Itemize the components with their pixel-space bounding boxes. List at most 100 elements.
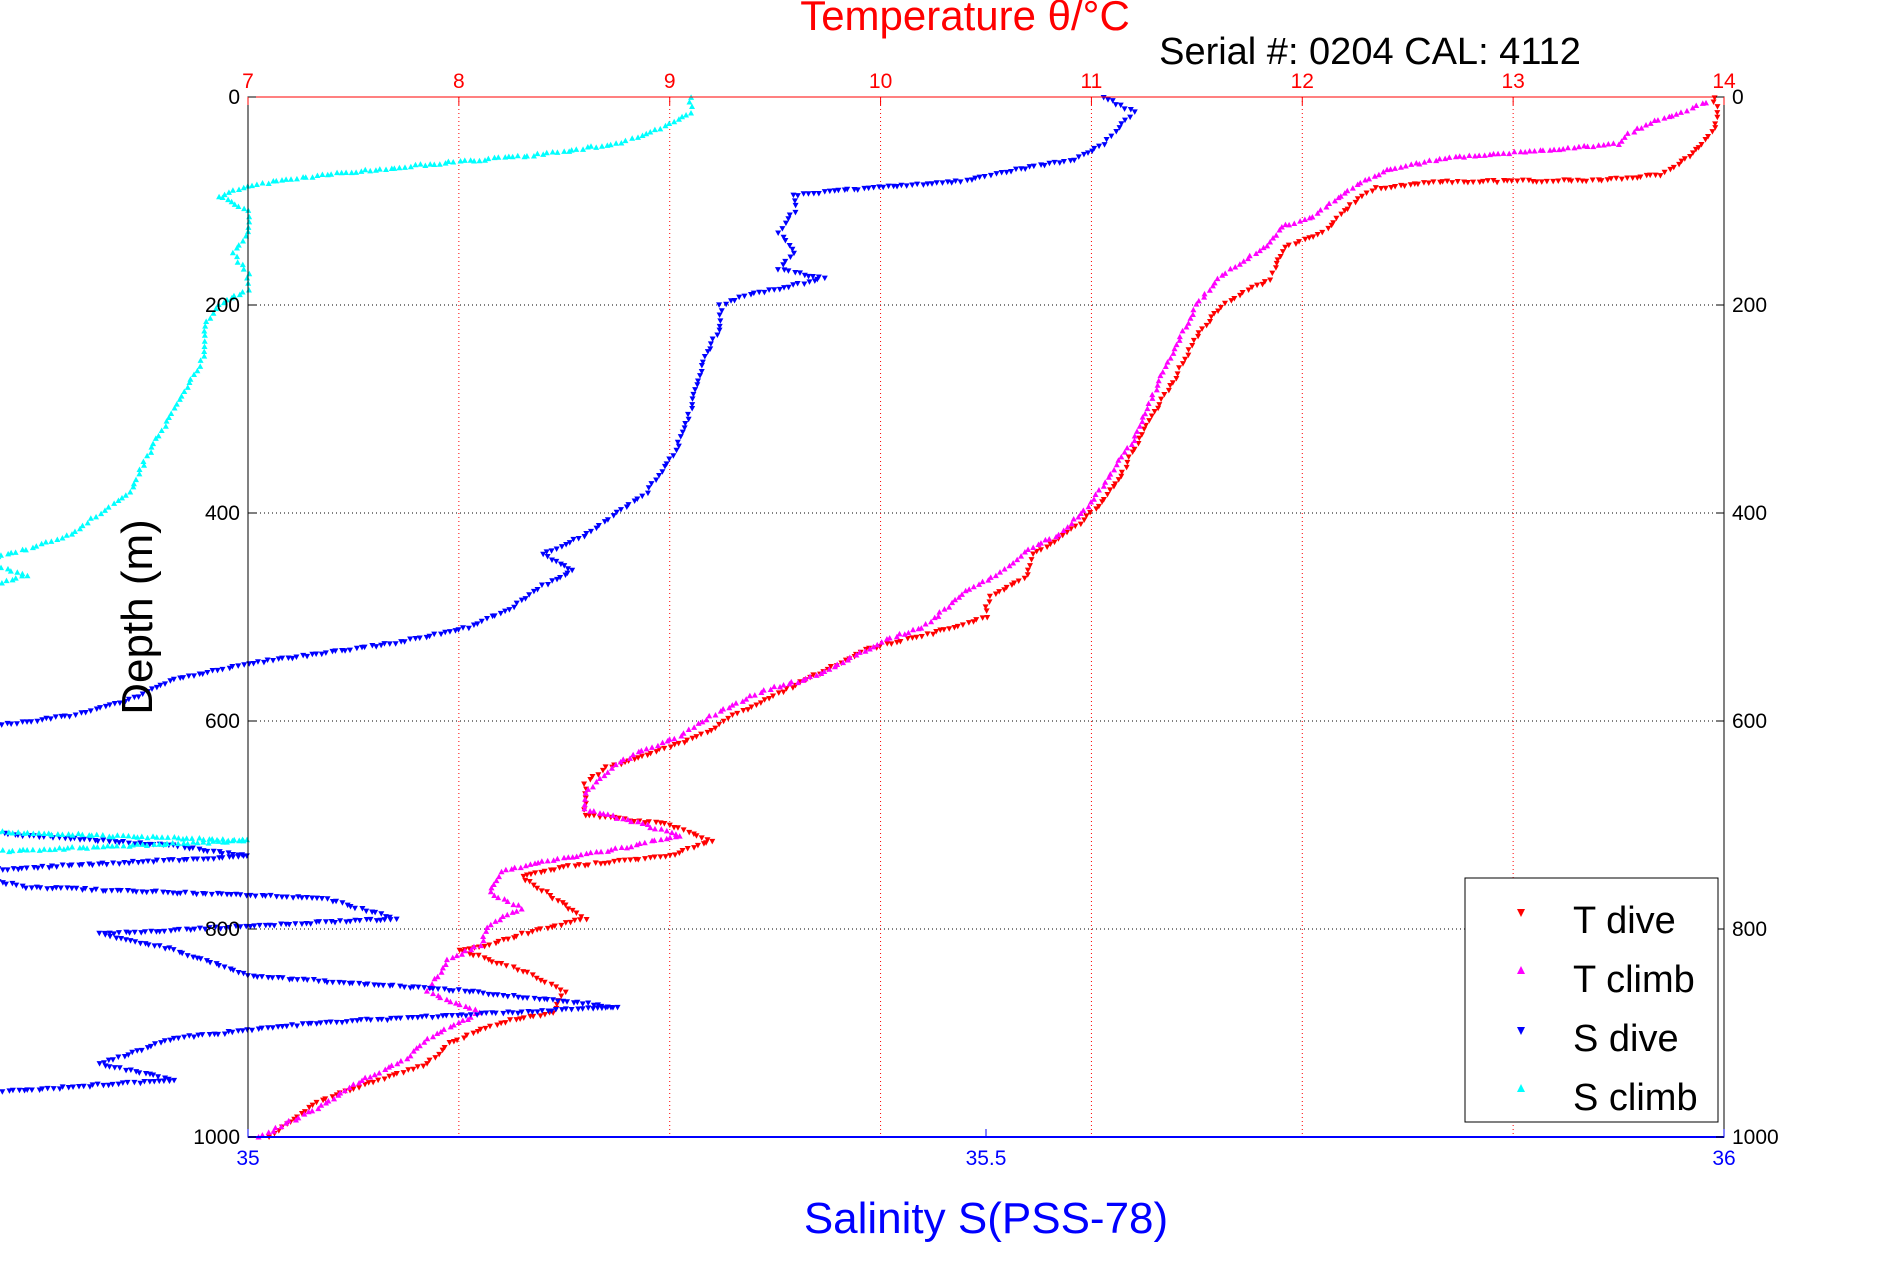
data-point-s-dive [235,854,242,860]
data-point-t-climb [1291,220,1298,227]
data-point-s-dive [634,496,641,502]
data-point-s-dive [219,666,226,673]
legend-marker-s-climb [1517,1084,1525,1092]
data-point-s-dive [309,651,316,658]
data-point-s-climb [431,161,438,167]
data-point-s-dive [172,927,179,933]
data-point-t-climb [663,835,670,842]
data-point-s-dive [278,894,285,900]
data-point-s-dive [31,864,38,871]
data-point-s-dive [157,682,164,689]
data-point-t-dive [965,620,972,626]
data-point-t-climb [502,866,509,873]
data-point-s-dive [372,909,379,916]
data-point-s-dive [327,1019,334,1026]
depth-tick-label-right: 1000 [1732,1126,1779,1149]
data-point-t-dive [533,975,540,982]
data-point-t-dive [558,993,565,999]
data-point-t-climb [582,796,589,802]
data-point-s-dive [210,856,217,862]
data-point-s-dive [262,922,269,929]
data-point-s-dive [775,230,782,236]
data-point-s-dive [511,604,518,611]
data-point-s-dive [414,1015,421,1021]
data-point-t-climb [309,1107,316,1114]
legend: T dive T climb S dive S climb [1464,877,1719,1123]
data-point-t-dive [704,729,711,736]
data-point-s-dive [558,544,565,550]
data-point-t-dive [1173,376,1180,382]
data-point-t-dive [529,972,536,978]
data-point-t-dive [301,1109,308,1115]
data-point-s-dive [96,861,103,867]
data-point-s-dive [929,181,936,187]
data-point-t-dive [567,919,574,926]
data-point-s-dive [423,634,430,641]
data-point-t-climb [1085,503,1092,510]
data-point-s-dive [56,1086,63,1092]
data-point-s-dive [981,174,988,180]
data-point-t-dive [1461,179,1468,186]
data-point-s-dive [890,183,897,190]
data-point-s-dive [264,657,271,664]
data-point-s-dive [164,890,171,896]
data-point-s-climb [60,846,67,852]
data-point-s-climb [19,546,26,553]
data-point-s-dive [2,881,9,888]
data-point-s-dive [70,1084,77,1091]
data-point-t-dive [627,857,634,863]
data-point-s-climb [100,843,107,850]
data-point-s-dive [266,922,273,929]
data-point-t-climb [678,732,685,739]
data-point-t-dive [420,1063,427,1070]
data-point-t-dive [439,1047,446,1054]
data-point-t-climb [758,689,765,696]
data-point-s-dive [933,180,940,186]
data-point-t-climb [527,861,534,867]
data-point-s-climb [169,839,176,846]
data-point-s-dive [785,268,792,274]
data-point-t-dive [1279,249,1286,255]
data-point-t-climb [1349,185,1356,191]
data-point-t-climb [1070,515,1077,522]
data-point-t-climb [1661,115,1668,121]
data-point-s-dive [429,1015,436,1021]
data-point-t-climb [492,918,499,924]
data-point-s-climb [130,483,137,490]
legend-entry-s-climb: S climb [1517,1077,1698,1119]
data-point-s-dive [699,359,706,366]
data-point-s-dive [175,1035,182,1042]
data-point-s-dive [107,933,114,940]
data-point-s-climb [7,568,14,574]
data-point-t-dive [514,967,521,973]
data-point-s-dive [131,694,138,701]
data-point-t-dive [1514,178,1521,185]
data-point-s-dive [976,174,983,181]
data-point-s-dive [593,525,600,532]
data-point-t-dive [544,925,551,932]
data-point-s-dive [500,1010,507,1017]
data-point-s-climb [686,98,693,105]
data-point-s-dive [689,396,696,402]
data-point-t-climb [434,1030,441,1036]
data-point-s-dive [865,185,872,192]
data-point-s-climb [144,834,151,841]
data-point-s-climb [300,174,307,180]
data-point-s-climb [622,137,629,144]
data-point-s-dive [659,469,666,475]
data-point-s-dive [218,891,225,897]
data-point-s-dive [36,834,43,841]
data-point-s-dive [441,986,448,993]
data-point-s-dive [223,925,230,932]
data-point-t-climb [691,724,698,730]
data-point-s-dive [821,189,828,195]
data-point-t-dive [1346,202,1353,208]
data-point-s-dive [363,1016,370,1023]
data-point-t-climb [430,990,437,997]
data-point-t-climb [608,846,615,853]
data-point-s-dive [790,282,797,288]
data-point-t-dive [1129,449,1136,456]
data-point-t-dive [494,1022,501,1028]
data-point-s-climb [324,171,331,178]
data-point-s-dive [323,1019,330,1026]
